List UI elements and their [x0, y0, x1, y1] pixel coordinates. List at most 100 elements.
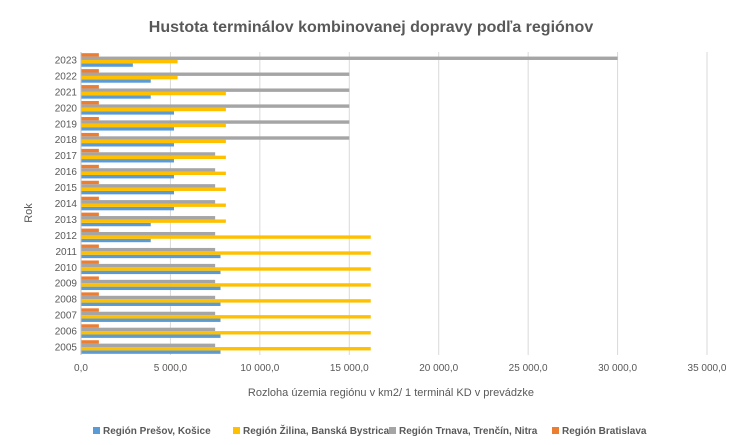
bar-2016-series-3 [81, 164, 99, 169]
y-tick-label: 2013 [55, 215, 78, 226]
chart-title: Hustota terminálov kombinovanej dopravy … [149, 19, 594, 36]
legend-label-2: Región Trnava, Trenčín, Nitra [399, 426, 538, 437]
bar-2015-series-1 [81, 187, 226, 191]
y-tick-label: 2006 [55, 327, 78, 338]
bar-2011-series-0 [81, 254, 221, 259]
x-tick-label: 10 000,0 [240, 363, 279, 374]
bar-2014-series-2 [81, 200, 216, 204]
bar-2014-series-1 [81, 203, 226, 207]
bar-2022-series-2 [81, 72, 350, 76]
bar-2019-series-1 [81, 123, 226, 128]
bar-2014-series-0 [81, 206, 175, 211]
bar-2012-series-2 [81, 231, 216, 236]
bar-2015-series-0 [81, 190, 175, 195]
bar-2006-series-0 [81, 334, 221, 338]
legend-swatch-0 [93, 427, 100, 434]
bar-2006-series-1 [81, 331, 371, 335]
bars [81, 53, 618, 354]
bar-2011-series-3 [81, 244, 99, 248]
bar-2018-series-3 [81, 132, 99, 137]
bar-2023-series-0 [81, 63, 133, 67]
bar-2009-series-0 [81, 286, 221, 291]
legend-label-3: Región Bratislava [562, 426, 647, 437]
bar-2020-series-2 [81, 104, 350, 108]
bar-2020-series-1 [81, 107, 226, 112]
bar-2012-series-1 [81, 235, 371, 239]
bar-2008-series-1 [81, 299, 371, 303]
legend-swatch-2 [389, 427, 396, 434]
bar-2015-series-2 [81, 184, 216, 188]
bar-2007-series-1 [81, 315, 371, 319]
bar-2010-series-2 [81, 263, 216, 268]
bar-2023-series-3 [81, 53, 99, 57]
y-tick-label: 2022 [55, 71, 78, 82]
y-tick-label: 2009 [55, 279, 78, 290]
bar-2014-series-3 [81, 196, 99, 201]
legend-swatch-3 [552, 427, 559, 434]
y-tick-label: 2021 [55, 87, 78, 98]
legend-label-1: Región Žilina, Banská Bystrica [243, 424, 390, 437]
x-tick-label: 35 000,0 [688, 363, 727, 374]
bar-2009-series-3 [81, 276, 99, 280]
bar-2005-series-1 [81, 347, 371, 351]
bar-2010-series-1 [81, 267, 371, 271]
x-tick-label: 20 000,0 [419, 363, 458, 374]
y-tick-label: 2011 [55, 247, 77, 258]
y-tick-label: 2019 [55, 119, 78, 130]
bar-2010-series-3 [81, 260, 99, 264]
bar-2005-series-0 [81, 350, 221, 354]
bar-2022-series-0 [81, 79, 151, 83]
legend: Región Prešov, Košice Región Žilina, Bans… [93, 424, 647, 437]
y-tick-label: 2020 [55, 103, 78, 114]
bar-2021-series-2 [81, 88, 350, 92]
bar-2005-series-3 [81, 340, 99, 344]
bar-2019-series-0 [81, 127, 175, 131]
y-tick-label: 2005 [55, 343, 78, 354]
grid-lines [169, 52, 708, 355]
bar-2011-series-1 [81, 251, 371, 255]
bar-2006-series-3 [81, 324, 99, 328]
x-tick-label: 15 000,0 [330, 363, 369, 374]
bar-2021-series-3 [81, 85, 99, 89]
bar-2023-series-1 [81, 59, 178, 64]
bar-2020-series-0 [81, 111, 175, 115]
bar-2015-series-3 [81, 180, 99, 185]
bar-2010-series-0 [81, 270, 221, 275]
bar-2007-series-2 [81, 311, 216, 316]
axes: 0,0 5 000,0 10 000,0 15 000,0 20 000,0 25 000… [55, 52, 727, 374]
bar-2019-series-3 [81, 116, 99, 121]
bar-2009-series-1 [81, 283, 371, 287]
bar-2008-series-2 [81, 295, 216, 300]
bar-2013-series-1 [81, 219, 226, 223]
x-tick-label: 0,0 [74, 363, 88, 374]
bar-2022-series-1 [81, 75, 178, 80]
bar-2016-series-0 [81, 175, 175, 179]
y-tick-label: 2016 [55, 167, 78, 178]
bar-2007-series-0 [81, 318, 221, 322]
bar-2018-series-1 [81, 139, 226, 144]
bar-2021-series-1 [81, 91, 226, 96]
x-tick-label: 5 000,0 [154, 363, 188, 374]
bar-2020-series-3 [81, 101, 99, 105]
y-tick-label: 2018 [55, 135, 78, 146]
bar-2008-series-3 [81, 292, 99, 296]
bar-2008-series-0 [81, 302, 221, 306]
legend-swatch-1 [233, 427, 240, 434]
y-tick-label: 2014 [55, 199, 78, 210]
x-axis-label: Rozloha územia regiónu v km2/ 1 terminál… [248, 387, 534, 399]
y-tick-label: 2023 [55, 55, 78, 66]
x-tick-label: 25 000,0 [509, 363, 548, 374]
bar-2011-series-2 [81, 247, 216, 252]
bar-2017-series-2 [81, 152, 216, 156]
y-tick-label: 2007 [55, 311, 78, 322]
bar-2013-series-0 [81, 222, 151, 227]
bar-2009-series-2 [81, 279, 216, 284]
bar-2021-series-0 [81, 95, 151, 99]
x-tick-label: 30 000,0 [598, 363, 637, 374]
bar-2012-series-0 [81, 238, 151, 243]
y-axis-label: Rok [23, 203, 35, 223]
bar-2016-series-2 [81, 168, 216, 172]
bar-2007-series-3 [81, 308, 99, 312]
